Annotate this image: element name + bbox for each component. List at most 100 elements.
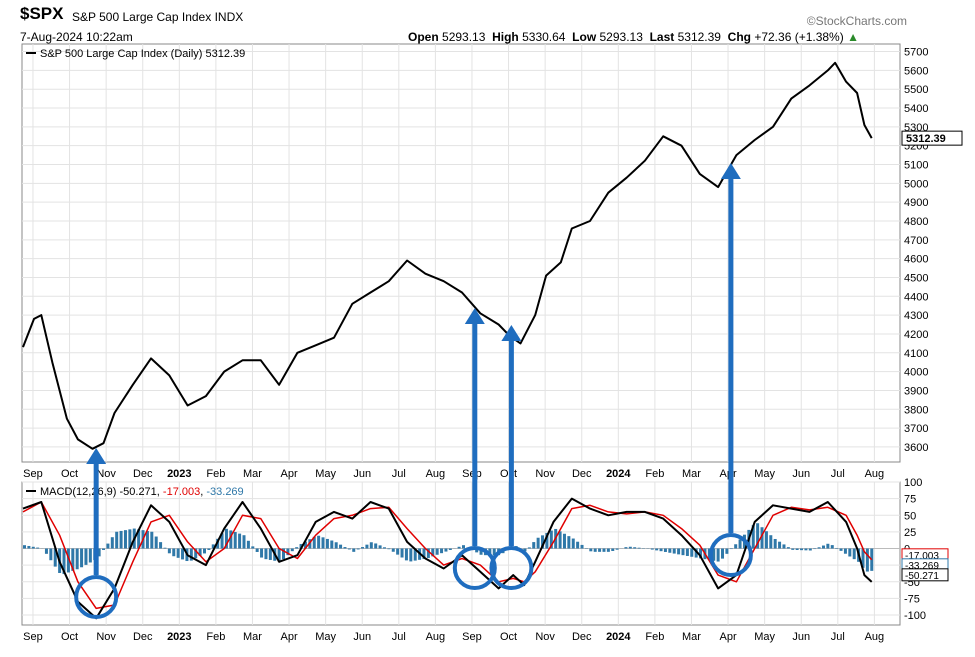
price-x-tick-label: Apr [280,468,297,480]
histogram-bar [659,548,663,552]
macd-y-tick-label: 75 [904,494,916,506]
histogram-bar [374,543,378,549]
histogram-bar [602,548,606,552]
histogram-bar [339,544,343,549]
histogram-bar [378,545,382,549]
histogram-bar [325,538,329,549]
histogram-bar [229,530,233,549]
histogram-bar [422,548,426,560]
price-y-tick-label: 3800 [904,404,928,416]
histogram-bar [852,548,856,560]
macd-x-tick-label: Nov [96,631,116,643]
histogram-bar [536,537,540,549]
macd-x-tick-label: Nov [535,631,555,643]
histogram-bar [167,548,171,554]
macd-line [22,497,873,620]
price-x-tick-label: May [754,468,775,480]
histogram-bar [677,548,681,555]
price-x-tick-label: Oct [61,468,78,480]
histogram-bar [387,548,391,550]
histogram-bar [356,548,360,550]
price-x-tick-label: Apr [719,468,736,480]
histogram-bar [738,539,742,549]
histogram-bar [426,548,430,558]
histogram-bar [694,548,698,558]
ticker-symbol: $SPX [20,4,64,23]
histogram-bar [80,548,84,568]
price-y-tick-label: 4100 [904,348,928,360]
macd-x-tick-label: 2023 [167,631,191,643]
last-value: 5312.39 [677,30,721,44]
histogram-bar [255,548,259,552]
histogram-bar [207,548,211,550]
histogram-bar [115,531,119,549]
histogram-bar [624,547,628,549]
histogram-bar [106,543,110,549]
histogram-bar [352,548,356,552]
histogram-bar [97,548,101,557]
histogram-bar [347,548,351,550]
macd-x-tick-label: Sep [462,631,482,643]
price-x-tick-label: Dec [133,468,153,480]
histogram-bar [817,547,821,549]
histogram-bar [299,543,303,549]
histogram-bar [795,548,799,551]
histogram-bar [615,548,619,550]
histogram-bar [826,543,830,549]
histogram-bar [532,542,536,549]
annotation-circle [489,546,534,590]
histogram-bar [475,548,479,553]
price-y-tick-label: 4200 [904,329,928,341]
histogram-bar [558,531,562,549]
histogram-bar [576,541,580,549]
histogram-bar [343,547,347,549]
histogram-bar [246,540,250,549]
histogram-bar [721,548,725,559]
histogram-bar [145,530,149,549]
histogram-bar [734,544,738,549]
price-y-tick-label: 4600 [904,254,928,266]
price-x-tick-label: Sep [23,468,43,480]
macd-legend-part: -50.271 [119,486,156,498]
histogram-bar [396,548,400,555]
histogram-bar [751,525,755,549]
histogram-bar [778,541,782,549]
histogram-bar [251,546,255,549]
macd-x-tick-label: Apr [280,631,297,643]
histogram-bar [303,541,307,549]
histogram-bar [150,531,154,549]
histogram-bar [211,544,215,549]
chg-label: Chg [727,30,751,44]
price-y-tick-label: 4000 [904,367,928,379]
annotation-arrowhead [464,308,485,324]
histogram-bar [492,548,496,556]
histogram-bar [786,547,790,549]
price-x-tick-label: Sep [462,468,482,480]
price-y-tick-label: 3900 [904,385,928,397]
histogram-bar [123,530,127,549]
histogram-bar [369,542,373,549]
histogram-bar [413,548,417,561]
histogram-bar [457,546,461,549]
high-value: 5330.64 [522,30,566,44]
histogram-bar [813,548,817,550]
histogram-bar [224,528,228,549]
histogram-bar [589,548,593,552]
macd-legend-part: , [200,486,206,498]
histogram-bar [655,548,659,551]
histogram-bar [242,535,246,549]
price-x-tick-label: Dec [572,468,592,480]
histogram-bar [317,535,321,549]
histogram-bar [628,546,632,549]
histogram-bar [119,530,123,549]
macd-x-tick-label: Jul [831,631,845,643]
quote-date: 7-Aug-2024 10:22am [20,30,133,44]
price-y-tick-label: 4300 [904,310,928,322]
histogram-bar [71,548,75,571]
macd-legend: MACD(12,26,9) -50.271, -17.003, -33.269 [40,486,244,498]
histogram-bar [176,548,180,558]
histogram-bar [865,548,869,572]
last-price-label: 5312.39 [906,133,946,145]
histogram-bar [268,548,272,560]
